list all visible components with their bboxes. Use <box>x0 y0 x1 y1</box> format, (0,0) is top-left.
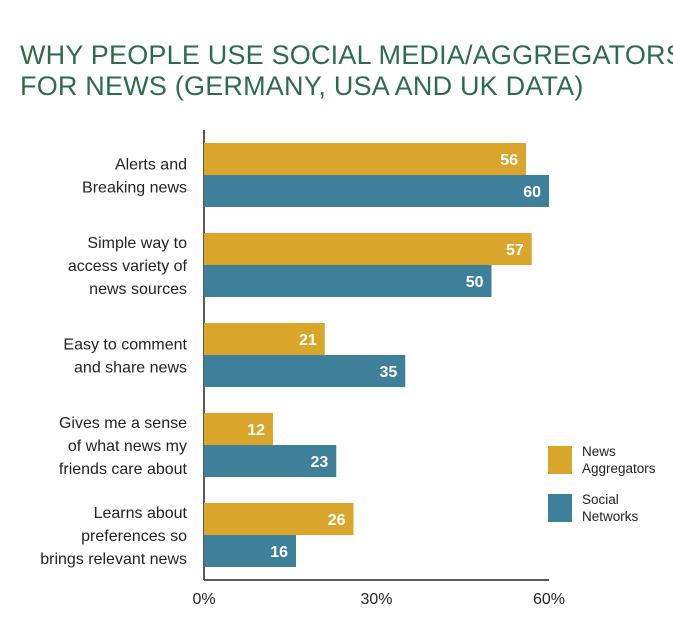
category-label: and share news <box>74 360 187 377</box>
x-tick-label: 60% <box>533 591 565 608</box>
category-label: Easy to comment <box>63 337 187 354</box>
bar-value-label: 57 <box>506 242 524 259</box>
legend-swatch <box>548 494 572 522</box>
bar-value-label: 16 <box>270 544 288 561</box>
bar <box>204 323 325 355</box>
bar <box>204 355 406 387</box>
category-label: preferences so <box>81 528 187 545</box>
bar <box>204 175 549 207</box>
legend-label: Networks <box>582 509 639 524</box>
category-label: Alerts and <box>115 157 187 174</box>
bar-value-label: 60 <box>523 184 541 201</box>
bar <box>204 503 354 535</box>
category-label: Simple way to <box>87 235 187 252</box>
legend-label: News <box>582 444 616 459</box>
chart-title: WHY PEOPLE USE SOCIAL MEDIA/AGGREGATORS … <box>20 40 673 102</box>
chart-title-line-1: WHY PEOPLE USE SOCIAL MEDIA/AGGREGATORS <box>20 40 673 70</box>
legend-label: Aggregators <box>582 461 656 476</box>
bar-value-label: 23 <box>310 454 328 471</box>
legend-label: Social <box>582 492 619 507</box>
bar <box>204 413 273 445</box>
category-label: Gives me a sense <box>59 415 187 432</box>
bar <box>204 143 526 175</box>
bar-value-label: 56 <box>500 152 518 169</box>
category-label: access variety of <box>68 258 188 275</box>
x-tick-label: 30% <box>360 591 392 608</box>
legend-swatch <box>548 446 572 474</box>
x-tick-label: 0% <box>192 591 215 608</box>
bar <box>204 445 337 477</box>
category-label: news sources <box>89 281 187 298</box>
bar <box>204 535 296 567</box>
bar-value-label: 26 <box>328 512 346 529</box>
bar <box>204 233 532 265</box>
bar-value-label: 50 <box>466 274 484 291</box>
bar-value-label: 12 <box>247 422 265 439</box>
category-label: friends care about <box>59 461 188 478</box>
bar-value-label: 21 <box>299 332 317 349</box>
chart-title-line-2: FOR NEWS (GERMANY, USA AND UK DATA) <box>20 71 584 101</box>
category-label: Learns about <box>94 505 188 522</box>
bar <box>204 265 492 297</box>
category-label: of what news my <box>68 438 187 455</box>
bar-value-label: 35 <box>379 364 397 381</box>
category-label: brings relevant news <box>40 551 187 568</box>
category-label: Breaking news <box>82 180 187 197</box>
